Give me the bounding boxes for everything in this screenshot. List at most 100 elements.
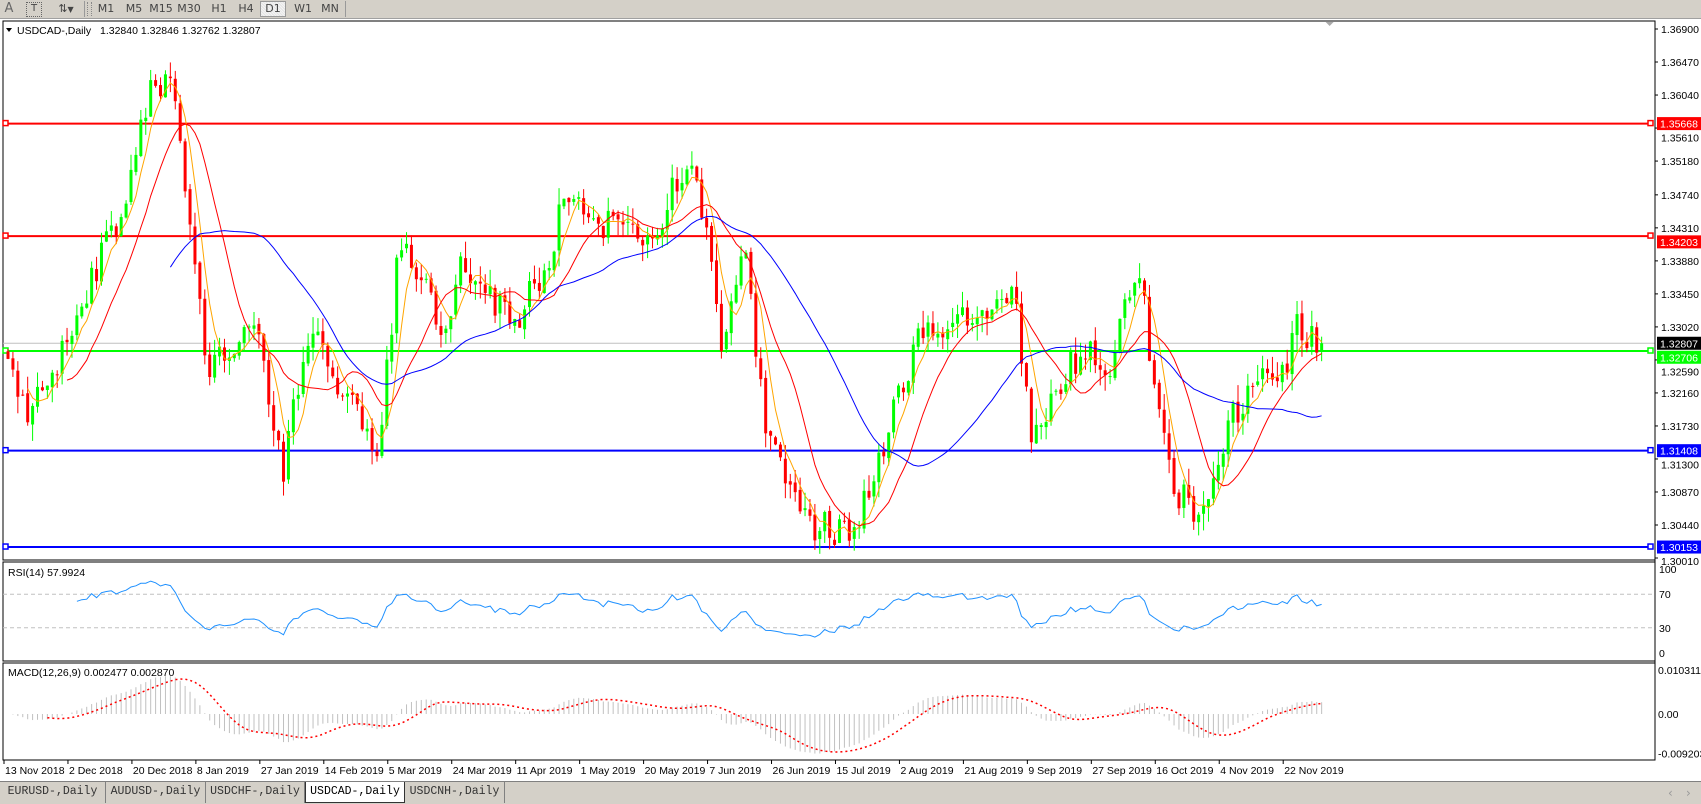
timeframe-m5-button[interactable]: M5 (125, 2, 143, 15)
tab-eurusd[interactable]: EURUSD-,Daily (0, 782, 106, 803)
candle-body (493, 287, 497, 316)
date-tick-label: 27 Sep 2019 (1092, 765, 1152, 777)
candle-body (1069, 351, 1073, 385)
candle-body (183, 141, 187, 192)
candle-body (1005, 297, 1009, 304)
tab-usdchf[interactable]: USDCHF-,Daily (206, 782, 305, 803)
level-price-label-box (1657, 235, 1701, 249)
level-handle-left[interactable] (2, 446, 9, 454)
candle-body (154, 80, 158, 86)
candle-body (833, 539, 837, 545)
candle-body (395, 257, 399, 334)
level-handle-right[interactable] (1647, 232, 1654, 239)
candle (626, 205, 630, 236)
candle-body (685, 169, 689, 185)
date-tick-label: 4 Nov 2019 (1220, 765, 1274, 777)
candle-body (631, 223, 635, 225)
candle-body (316, 331, 320, 336)
candle (528, 272, 532, 317)
scroll-right-icon[interactable]: › (1686, 786, 1691, 800)
candle-body (611, 211, 615, 217)
candle (769, 430, 773, 451)
chart-window[interactable]: 1.36900 1.36470 1.36040 1.35668 1.35610 1.351… (0, 19, 1701, 781)
candle-body (862, 490, 866, 529)
tab-usdcnh[interactable]: USDCNH-,Daily (405, 782, 505, 803)
timeframe-d1-button[interactable]: D1 (260, 1, 286, 17)
level-handle-right[interactable] (1647, 347, 1654, 354)
candle-body (867, 490, 871, 498)
candle (188, 184, 192, 241)
candle (31, 403, 35, 441)
main-price-panel (2, 20, 1656, 561)
macd-tick-label: -0.009203 (1658, 748, 1701, 760)
tab-audusd[interactable]: AUDUSD-,Daily (106, 782, 206, 803)
candle-body (1128, 297, 1132, 301)
candle (267, 350, 271, 418)
text-label-tool-button[interactable]: T (26, 2, 42, 17)
macd-tick-label: 0.00 (1658, 709, 1679, 721)
text-tool-button[interactable]: A (4, 1, 14, 16)
candle-body (242, 327, 246, 344)
candle (783, 445, 787, 499)
candle-body (1010, 286, 1014, 305)
candle-body (636, 224, 640, 239)
collapse-triangle-icon[interactable] (6, 28, 12, 32)
chart-shift-marker[interactable] (1325, 22, 1334, 26)
candle-body (577, 197, 581, 199)
candle (365, 419, 369, 441)
candle (341, 393, 345, 401)
candle-body (311, 333, 315, 348)
candle-body (21, 394, 25, 396)
candle (774, 435, 778, 446)
candle (749, 247, 753, 300)
scroll-left-icon[interactable]: ‹ (1668, 786, 1673, 800)
level-handle-right[interactable] (1647, 119, 1654, 127)
timeframe-h1-button[interactable]: H1 (211, 2, 227, 15)
level-handle-left[interactable] (2, 232, 9, 239)
candle (306, 333, 310, 367)
candle (198, 261, 202, 315)
candle (1285, 349, 1289, 380)
candle (498, 290, 502, 329)
timeframe-w1-button[interactable]: W1 (294, 2, 312, 15)
candle (660, 223, 664, 248)
candle-body (355, 393, 359, 405)
candle-body (739, 256, 743, 286)
level-handle-right[interactable] (1647, 446, 1654, 454)
candle-body (1113, 352, 1117, 378)
timeframe-m15-button[interactable]: M15 (149, 2, 173, 15)
candle (882, 442, 886, 465)
price-tick-label: 1.32590 (1661, 366, 1699, 378)
candle (818, 527, 822, 554)
candle-body (842, 520, 846, 522)
candle (1024, 362, 1028, 392)
candle (488, 269, 492, 299)
candle-body (1202, 505, 1206, 514)
level-handle-left[interactable] (2, 543, 9, 550)
price-tick-label: 1.34310 (1661, 223, 1699, 235)
candle-body (542, 270, 546, 294)
timeframe-m1-button[interactable]: M1 (97, 2, 115, 15)
timeframe-m30-button[interactable]: M30 (177, 2, 201, 15)
candle-body (596, 217, 600, 224)
candle (1177, 489, 1181, 516)
toolbar-grip[interactable] (87, 2, 92, 16)
candle-body (655, 235, 659, 240)
candle-body (252, 325, 256, 329)
level-handle-left[interactable] (2, 119, 9, 127)
timeframe-mn-button[interactable]: MN (321, 2, 339, 15)
candle (316, 318, 320, 336)
candle (311, 317, 315, 361)
candle (926, 315, 930, 351)
arrows-tool-dropdown[interactable]: ⇅▼ (52, 1, 80, 17)
candle (562, 198, 566, 210)
candle (532, 265, 536, 290)
level-handle-right[interactable] (1647, 543, 1654, 550)
timeframe-h4-button[interactable]: H4 (238, 2, 254, 15)
candle (55, 370, 59, 388)
candle-body (449, 316, 453, 330)
tab-usdcad[interactable]: USDCAD-,Daily (305, 782, 405, 803)
candle-body (1285, 363, 1289, 373)
candle-body (1103, 370, 1107, 376)
date-tick-label: 21 Aug 2019 (964, 765, 1023, 777)
